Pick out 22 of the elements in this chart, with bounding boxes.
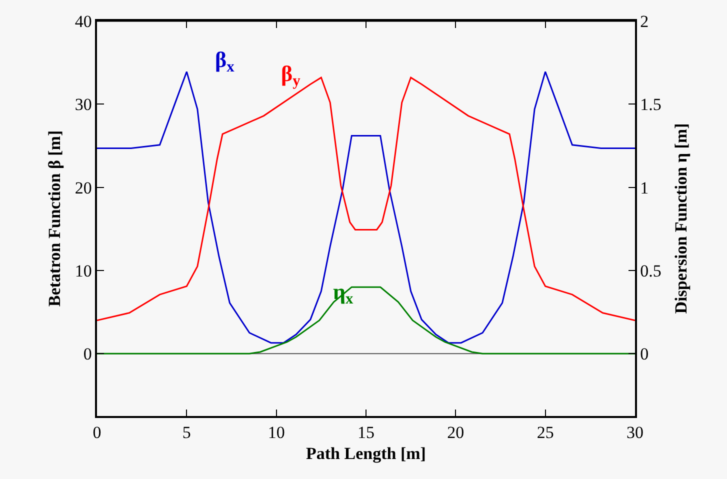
y2-tick-label: 0 xyxy=(640,344,649,364)
y2-tick-label: 1 xyxy=(640,178,649,198)
y-tick-label: 0 xyxy=(83,344,92,364)
x-tick-label: 15 xyxy=(358,423,374,442)
y-tick-label: 30 xyxy=(74,95,92,114)
y-axis-title: Betatron Function β [m] xyxy=(44,130,64,307)
y-tick-label: 10 xyxy=(74,261,92,280)
y2-axis-title: Dispersion Function η [m] xyxy=(671,123,690,314)
series-label: β$_{y}$ xyxy=(281,61,301,90)
y2-tick-label: 1.5 xyxy=(640,95,662,114)
x-tick-label: 30 xyxy=(626,423,644,442)
y-tick-label: 40 xyxy=(74,12,92,31)
x-tick-label: 25 xyxy=(536,423,554,442)
y2-tick-label: 0.5 xyxy=(640,261,662,280)
series-label: β$_{x}$ xyxy=(215,47,235,76)
series-label: η$_{x}$ xyxy=(333,279,354,308)
x-axis-title: Path Length [m] xyxy=(306,444,426,464)
x-tick-label: 10 xyxy=(268,423,285,442)
x-tick-label: 20 xyxy=(447,423,464,442)
x-tick-label: 5 xyxy=(182,423,191,442)
y-tick-label: 20 xyxy=(74,178,92,198)
y2-tick-label: 2 xyxy=(640,12,649,31)
